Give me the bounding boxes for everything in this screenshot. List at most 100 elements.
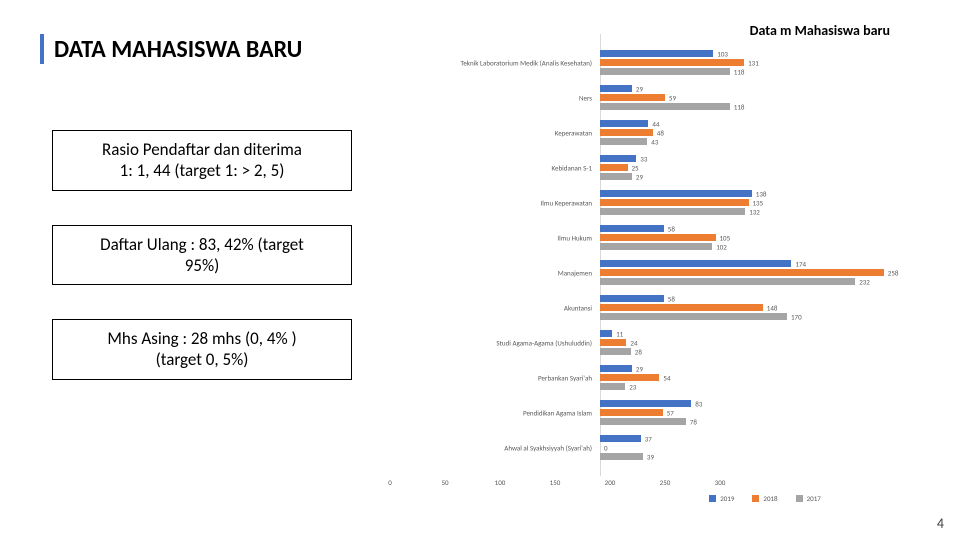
bar <box>600 400 691 407</box>
chart-category-group: Ahwal al Syakhsiyyah (Syari'ah)37039 <box>600 435 930 460</box>
title-accent-bar <box>40 34 44 64</box>
bar <box>600 85 632 92</box>
category-label: Perbankan Syari'ah <box>392 373 592 382</box>
chart-category-group: Pendidikan Agama Islam835778 <box>600 400 930 425</box>
legend-label: 2018 <box>763 494 777 503</box>
bar-value-label: 29 <box>636 84 643 93</box>
bar-value-label: 25 <box>632 163 639 172</box>
bar <box>600 435 641 442</box>
bar <box>600 173 632 180</box>
bar-value-label: 37 <box>645 434 652 443</box>
bar <box>600 348 631 355</box>
chart-category-group: Ilmu Keperawatan138135132 <box>600 190 930 215</box>
bar-value-label: 78 <box>690 417 697 426</box>
bar-value-label: 54 <box>663 373 670 382</box>
bar-value-label: 148 <box>767 303 778 312</box>
page-title: DATA MAHASISWA BARU <box>54 35 302 64</box>
category-label: Studi Agama-Agama (Ushuluddin) <box>392 338 592 347</box>
x-tick-label: 100 <box>495 478 506 487</box>
category-label: Keperawatan <box>392 128 592 137</box>
bar-value-label: 118 <box>734 67 745 76</box>
category-label: Ners <box>392 93 592 102</box>
info-text: Mhs Asing : 28 mhs (0, 4% ) <box>65 328 339 349</box>
category-label: Akuntansi <box>392 303 592 312</box>
bar <box>600 453 643 460</box>
info-text: 95%) <box>65 255 339 276</box>
title-wrap: DATA MAHASISWA BARU <box>40 34 302 64</box>
category-label: Ilmu Keperawatan <box>392 198 592 207</box>
bar <box>600 155 636 162</box>
bar <box>600 50 713 57</box>
chart-category-group: Kebidanan S-1332529 <box>600 155 930 180</box>
bar-value-label: 132 <box>749 207 760 216</box>
chart-legend: 2019 2018 2017 <box>600 494 930 503</box>
x-tick-label: 250 <box>660 478 671 487</box>
bar-value-label: 0 <box>604 443 608 452</box>
bar-value-label: 58 <box>668 294 675 303</box>
x-tick-label: 200 <box>605 478 616 487</box>
bar <box>600 129 653 136</box>
bar <box>600 225 664 232</box>
bar <box>600 409 663 416</box>
legend-swatch <box>752 495 759 502</box>
bar-value-label: 57 <box>667 408 674 417</box>
bar-value-label: 39 <box>647 452 654 461</box>
bar <box>600 234 716 241</box>
bar-value-label: 58 <box>668 224 675 233</box>
info-text: Rasio Pendaftar dan diterima <box>65 139 339 160</box>
chart-category-group: Studi Agama-Agama (Ushuluddin)112428 <box>600 330 930 355</box>
bar <box>600 339 626 346</box>
bar-value-label: 43 <box>651 137 658 146</box>
bar <box>600 365 632 372</box>
chart-category-group: Keperawatan444843 <box>600 120 930 145</box>
bar-chart: Teknik Laboratorium Medik (Analis Keseha… <box>390 34 930 496</box>
bar-value-label: 232 <box>859 277 870 286</box>
bar <box>600 199 749 206</box>
category-label: Pendidikan Agama Islam <box>392 408 592 417</box>
bar <box>600 243 712 250</box>
category-label: Manajemen <box>392 268 592 277</box>
bar-value-label: 174 <box>795 259 806 268</box>
bar <box>600 269 884 276</box>
bar <box>600 330 612 337</box>
bar-value-label: 131 <box>748 58 759 67</box>
chart-category-group: Perbankan Syari'ah295423 <box>600 365 930 390</box>
category-label: Ilmu Hukum <box>392 233 592 242</box>
info-box-daftar-ulang: Daftar Ulang : 83, 42% (target 95%) <box>52 225 352 286</box>
legend-label: 2017 <box>807 494 821 503</box>
bar <box>600 208 745 215</box>
bar <box>600 190 752 197</box>
info-boxes: Rasio Pendaftar dan diterima 1: 1, 44 (t… <box>52 130 352 414</box>
bar-value-label: 258 <box>888 268 899 277</box>
category-label: Kebidanan S-1 <box>392 163 592 172</box>
bar-value-label: 59 <box>669 93 676 102</box>
legend-swatch <box>709 495 716 502</box>
bar <box>600 120 648 127</box>
x-tick-label: 150 <box>550 478 561 487</box>
chart-plot-area: Teknik Laboratorium Medik (Analis Keseha… <box>600 34 930 476</box>
x-axis-ticks: 050100150200250300 <box>390 476 720 494</box>
chart-category-group: Manajemen174258232 <box>600 260 930 285</box>
chart-category-group: Ners2959118 <box>600 85 930 110</box>
chart-category-group: Akuntansi58148170 <box>600 295 930 320</box>
x-tick-label: 0 <box>388 478 392 487</box>
slide: DATA MAHASISWA BARU Data m Mahasiswa bar… <box>0 0 960 540</box>
bar-value-label: 105 <box>720 233 731 242</box>
legend-label: 2019 <box>720 494 734 503</box>
bar-value-label: 29 <box>636 364 643 373</box>
bar-value-label: 48 <box>657 128 664 137</box>
bar-value-label: 11 <box>616 329 623 338</box>
info-box-ratio: Rasio Pendaftar dan diterima 1: 1, 44 (t… <box>52 130 352 191</box>
bar-value-label: 28 <box>635 347 642 356</box>
bar-value-label: 118 <box>734 102 745 111</box>
bar <box>600 94 665 101</box>
category-label: Teknik Laboratorium Medik (Analis Keseha… <box>392 58 592 67</box>
bar-value-label: 23 <box>629 382 636 391</box>
bar <box>600 383 625 390</box>
info-text: 1: 1, 44 (target 1: > 2, 5) <box>65 160 339 181</box>
bar <box>600 260 791 267</box>
page-number: 4 <box>937 515 944 532</box>
x-tick-label: 50 <box>441 478 448 487</box>
bar <box>600 138 647 145</box>
bar-value-label: 102 <box>716 242 727 251</box>
